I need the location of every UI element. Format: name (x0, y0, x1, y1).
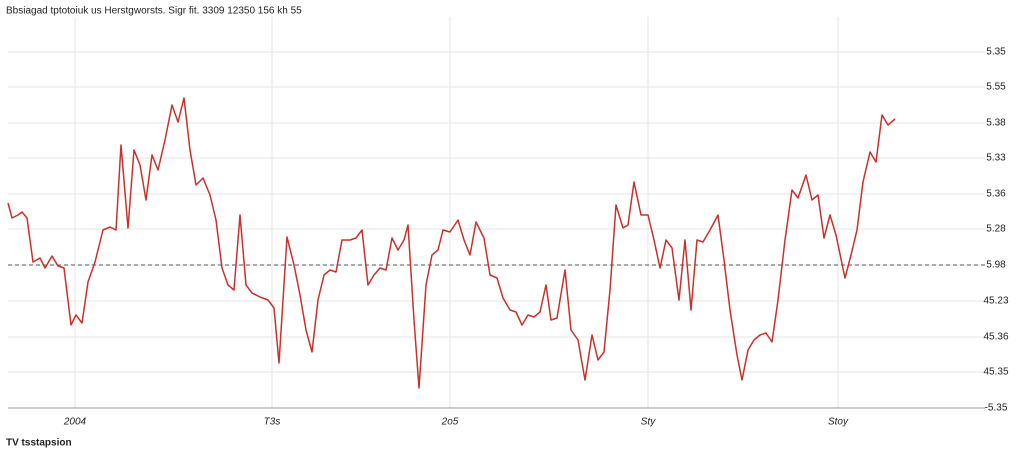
y-tick-label: 45.23 (983, 296, 1008, 307)
y-tick-label: 5.33 (986, 153, 1006, 164)
y-tick-label: 5.55 (986, 82, 1006, 93)
chart-title: Bbsiagad tptotoiuk us Herstgworsts. Sigr… (6, 6, 302, 17)
y-tick-label: 5.35 (986, 47, 1006, 58)
x-tick-label: Sty (641, 417, 656, 428)
y-tick-label: 5.28 (986, 224, 1006, 235)
x-tick-label: 2004 (63, 417, 87, 428)
y-tick-label: 5.36 (986, 189, 1006, 200)
watermark: TV tsstapsion (6, 438, 72, 449)
y-tick-label: 5.38 (986, 118, 1006, 129)
y-tick-label: 45.35 (983, 367, 1008, 378)
x-tick-label: Stoy (828, 417, 849, 428)
x-tick-label: 2o5 (441, 417, 459, 428)
price-line (7, 97, 896, 389)
x-tick-label: T3s (264, 417, 281, 428)
y-tick-label: 45.36 (983, 332, 1008, 343)
y-tick-label: 5.98 (986, 260, 1006, 271)
y-tick-label: -5.35 (985, 403, 1008, 414)
